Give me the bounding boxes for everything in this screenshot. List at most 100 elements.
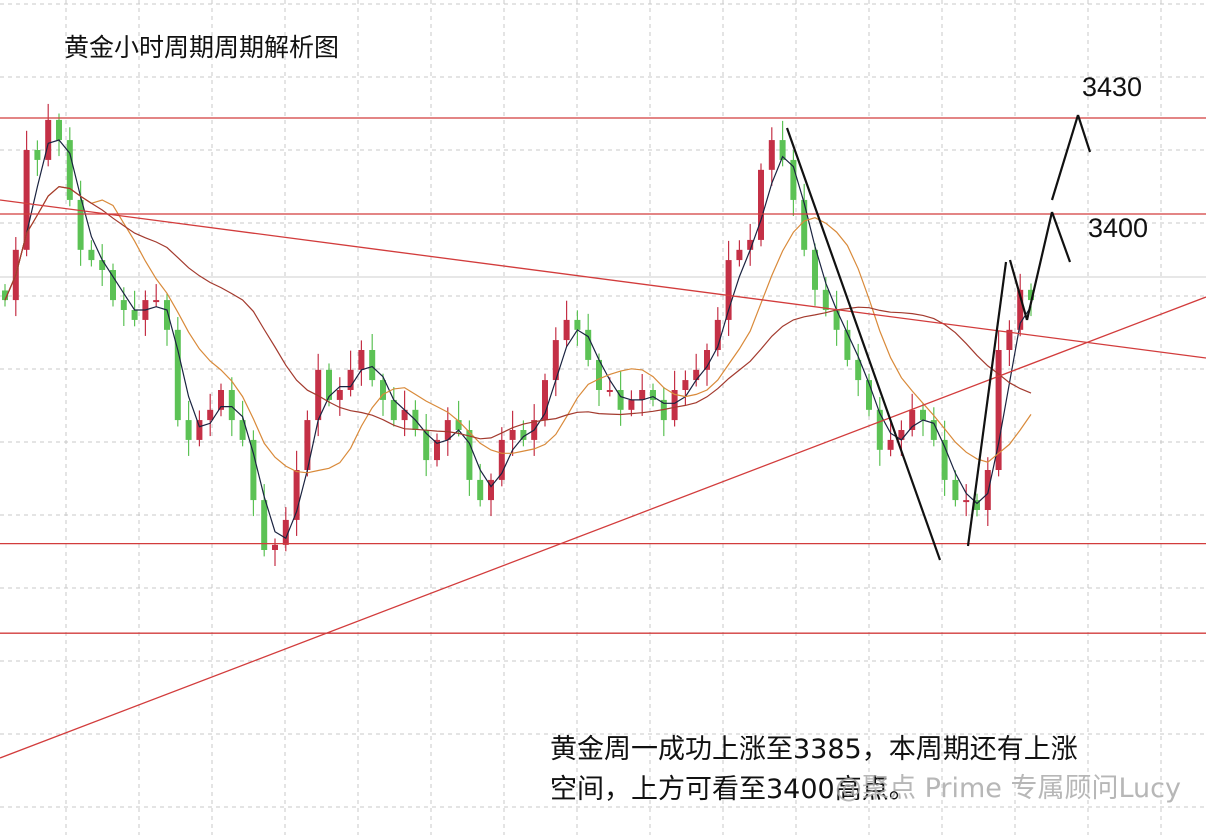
candle-down [131,310,138,320]
candle-down [455,420,462,430]
analysis-line-2: 空间，上方可看至3400高点。 [550,774,916,805]
candle-up [293,470,300,520]
candle-down [855,359,862,381]
level-label-3400: 3400 [1088,213,1149,243]
candle-up [45,119,52,160]
descending-trendline [0,199,1206,359]
candle-down [261,500,268,550]
candle-down [779,140,786,160]
candle-down [56,119,62,141]
candle-down [120,300,127,310]
candle-down [477,479,484,501]
projection-line [1008,259,1029,321]
candle-down [1028,289,1034,301]
candle-down [941,439,948,480]
projection-line [966,261,1008,547]
candle-down [974,500,980,510]
candle-up [747,239,754,250]
candle-down [88,249,95,261]
candle-down [110,270,116,301]
candle-down [617,390,624,410]
chart-title: 黄金小时周期周期解析图 [64,33,340,62]
watermark: @聚点 Prime 专属顾问Lucy [835,773,1181,804]
candle-up [639,390,646,400]
candle-up [628,399,635,410]
candle-down [790,159,797,200]
candle-down [326,369,332,400]
candle-down [66,140,73,200]
candle-up [498,439,505,480]
projection-line [1076,114,1092,153]
candle-up [671,390,678,421]
candle-up [682,380,689,390]
candle-down [239,420,246,440]
candle-up [542,380,548,421]
candle-up [768,140,775,170]
candle-up [509,430,516,440]
candle-down [952,479,959,501]
candle-down [801,199,808,250]
candle-up [315,369,322,421]
candle-down [833,310,840,330]
candle-up [963,500,970,503]
candle-up [995,350,1002,470]
candle-down [250,439,257,501]
candle-up [23,150,30,250]
candle-down [77,199,84,250]
candle-up [714,319,721,350]
projection-line [785,127,942,561]
candle-up [218,390,224,410]
ma-short-line [4,139,1032,540]
candle-up [887,439,894,450]
candle-up [401,409,408,421]
candle-up [552,340,559,381]
candle-down [844,329,851,360]
ma-long-line [4,185,1032,440]
candle-down [34,150,41,160]
candle-up [444,420,451,440]
candle-up [488,479,494,501]
candle-up [693,369,700,381]
candle-down [2,290,8,301]
candle-up [304,420,311,470]
candle-down [650,390,656,400]
candle-down [876,409,883,450]
analysis-note: 黄金周一成功上涨至3385，本周期还有上涨 空间，上方可看至3400高点。 [550,730,1078,810]
candle-down [822,289,829,310]
candle-up [196,420,203,440]
candle-up [207,409,214,421]
candle-down [185,420,192,440]
candle-up [434,439,440,461]
candle-up [1006,329,1013,350]
candle-up [736,249,743,261]
candle-down [423,430,430,461]
candle-up [606,390,613,392]
candle-up [704,350,710,370]
candle-up [282,519,289,545]
candle-down [369,350,376,381]
projection-line [1050,211,1072,263]
level-label-3430: 3430 [1082,72,1143,102]
ascending-trendline [0,296,1206,759]
candle-down [520,430,527,440]
candle-down [812,249,818,290]
candle-down [174,329,181,421]
candle-down [930,420,937,440]
candle-down [99,260,106,270]
candle-down [866,380,872,410]
projection-line [1050,114,1080,201]
analysis-line-1: 黄金周一成功上涨至3385，本周期还有上涨 [550,734,1078,765]
candle-up [909,409,916,430]
candle-down [574,319,581,330]
candle-up [984,470,991,510]
candle-up [758,169,764,240]
candle-up [336,390,343,400]
candle-up [1017,289,1024,330]
candle-up [272,544,278,550]
candle-up [725,260,732,320]
candle-up [898,430,905,440]
candle-up [563,319,570,341]
candle-up [153,300,160,303]
ma-medium-line [4,185,1032,474]
